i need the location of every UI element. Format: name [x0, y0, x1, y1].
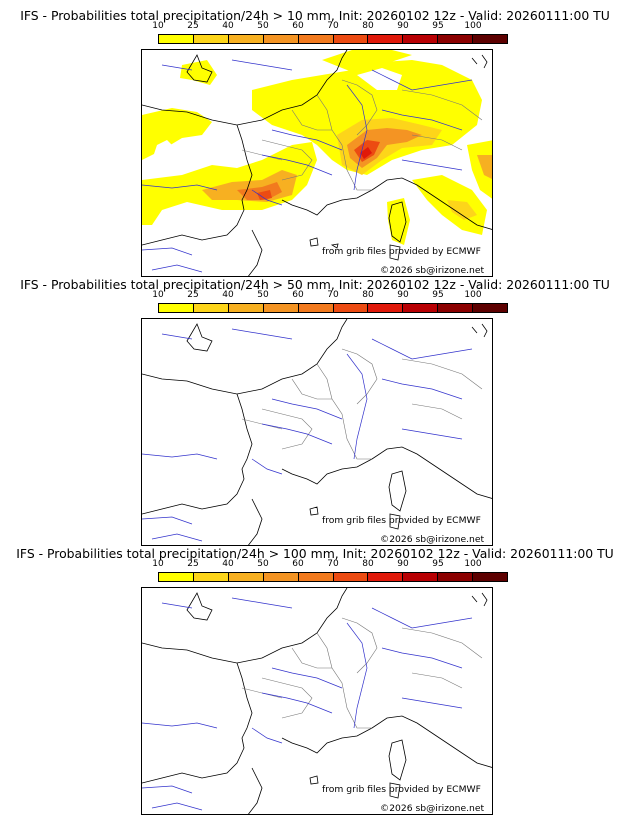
colorbar-segment	[367, 573, 403, 581]
colorbar-segment	[402, 573, 438, 581]
colorbar-label: 70	[327, 290, 339, 300]
credit-text: from grib files provided by ECMWF	[322, 515, 481, 526]
panel-50mm: IFS - Probabilities total precipitation/…	[0, 277, 630, 547]
copyright-text: ©2026 sb@irizone.net	[380, 265, 485, 276]
panel-title: IFS - Probabilities total precipitation/…	[16, 546, 614, 561]
colorbar-scale	[158, 303, 508, 313]
colorbar-label: 25	[187, 290, 199, 300]
colorbar-label: 100	[464, 559, 482, 569]
credit-text: from grib files provided by ECMWF	[322, 784, 481, 795]
colorbar-label: 10	[152, 559, 164, 569]
map-100mm	[141, 587, 493, 815]
colorbar-segment	[159, 304, 193, 312]
colorbar-label: 95	[432, 21, 444, 31]
colorbar-scale	[158, 572, 508, 582]
coastlines	[142, 588, 492, 814]
colorbar-label: 60	[292, 21, 304, 31]
rivers	[142, 328, 473, 542]
coastlines	[142, 50, 492, 276]
colorbar-segment	[367, 304, 403, 312]
colorbar-segment	[332, 35, 368, 43]
colorbar-label: 70	[327, 21, 339, 31]
colorbar-segment	[227, 573, 263, 581]
colorbar-segment	[402, 35, 438, 43]
colorbar-scale	[158, 34, 508, 44]
rivers	[142, 59, 473, 273]
colorbar-segment	[332, 573, 368, 581]
map-10mm	[141, 49, 493, 277]
colorbar-segment	[332, 304, 368, 312]
coastlines	[142, 319, 492, 545]
colorbar-segment	[297, 35, 333, 43]
colorbar-label: 100	[464, 290, 482, 300]
colorbar-label: 40	[222, 559, 234, 569]
colorbar-label: 50	[257, 290, 269, 300]
colorbar-segment	[159, 35, 193, 43]
borders	[241, 617, 483, 729]
colorbar-label: 50	[257, 559, 269, 569]
colorbar-segment	[437, 573, 473, 581]
colorbar-label: 10	[152, 21, 164, 31]
colorbar-label: 40	[222, 21, 234, 31]
colorbar-label: 95	[432, 290, 444, 300]
colorbar-segment	[437, 35, 473, 43]
colorbar-label: 90	[397, 21, 409, 31]
colorbar-segment	[262, 35, 298, 43]
colorbar-label: 90	[397, 559, 409, 569]
colorbar-segment	[402, 304, 438, 312]
colorbar-label: 100	[464, 21, 482, 31]
panel-10mm: IFS - Probabilities total precipitation/…	[0, 8, 630, 278]
credit-text: from grib files provided by ECMWF	[322, 246, 481, 257]
colorbar-label: 95	[432, 559, 444, 569]
colorbar-label: 25	[187, 559, 199, 569]
colorbar-label: 25	[187, 21, 199, 31]
colorbar-segment	[472, 304, 508, 312]
precip-field	[142, 50, 492, 245]
colorbar-label: 80	[362, 290, 374, 300]
colorbar-segment	[367, 35, 403, 43]
colorbar-segment	[262, 573, 298, 581]
colorbar-label: 60	[292, 559, 304, 569]
map-50mm	[141, 318, 493, 546]
colorbar-segment	[262, 304, 298, 312]
borders	[241, 79, 483, 191]
colorbar-label: 80	[362, 559, 374, 569]
colorbar-label: 70	[327, 559, 339, 569]
panel-100mm: IFS - Probabilities total precipitation/…	[0, 546, 630, 816]
panel-title: IFS - Probabilities total precipitation/…	[20, 277, 610, 292]
colorbar-label: 10	[152, 290, 164, 300]
copyright-text: ©2026 sb@irizone.net	[380, 534, 485, 545]
colorbar-segment	[472, 35, 508, 43]
colorbar-label: 80	[362, 21, 374, 31]
colorbar-segment	[472, 573, 508, 581]
colorbar-segment	[297, 304, 333, 312]
colorbar-label: 40	[222, 290, 234, 300]
borders	[241, 348, 483, 460]
panel-title: IFS - Probabilities total precipitation/…	[20, 8, 610, 23]
rivers	[142, 597, 473, 811]
colorbar-segment	[227, 35, 263, 43]
colorbar-segment	[192, 573, 228, 581]
colorbar-label: 60	[292, 290, 304, 300]
colorbar-segment	[297, 573, 333, 581]
colorbar-segment	[227, 304, 263, 312]
colorbar-label: 50	[257, 21, 269, 31]
colorbar-segment	[437, 304, 473, 312]
copyright-text: ©2026 sb@irizone.net	[380, 803, 485, 814]
colorbar-segment	[192, 35, 228, 43]
colorbar-segment	[192, 304, 228, 312]
colorbar-label: 90	[397, 290, 409, 300]
colorbar-segment	[159, 573, 193, 581]
